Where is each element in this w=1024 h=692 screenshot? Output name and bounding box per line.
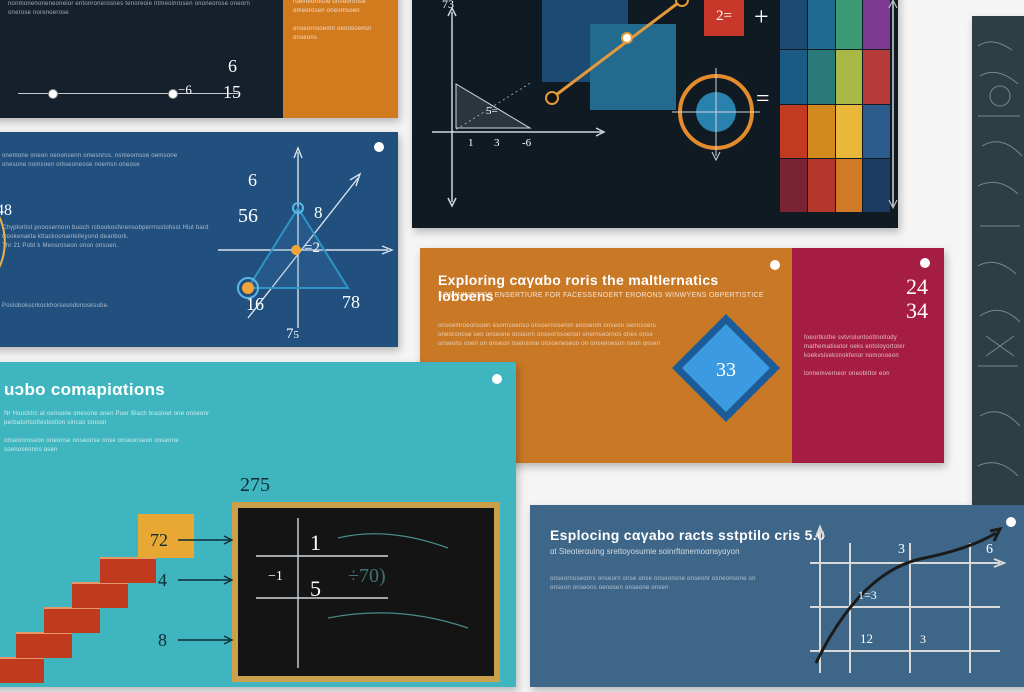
mosaic-cell bbox=[836, 0, 863, 49]
mosaic-cell bbox=[780, 50, 807, 103]
stair-labels: 72 4 8 bbox=[138, 522, 258, 662]
mosaic-cell bbox=[836, 50, 863, 103]
card1-body: nonmonenoneneoneior entonronerosnes teno… bbox=[8, 0, 258, 18]
card-dark-slider: nonmonenoneneoneior entonronerosnes teno… bbox=[0, 0, 398, 118]
corner-dot bbox=[770, 260, 780, 270]
num-minus6: −6 bbox=[178, 82, 192, 98]
c6-title: Esplocing cαγabo racts sstptilo cris 5.0 bbox=[550, 527, 825, 543]
target-circle bbox=[656, 58, 776, 178]
svg-text:16: 16 bbox=[246, 294, 264, 314]
c6-subtitle: ɑt Steoterαuing srettoyosumie soinrftαne… bbox=[550, 547, 740, 556]
card-geometry-mosaic: 73 1 3 -6 5= 2= + = bbox=[412, 0, 898, 228]
mosaic-cell bbox=[836, 159, 863, 212]
grid-plot: 3 6 1=3 3 12 bbox=[790, 513, 1020, 683]
mosaic-arrow bbox=[886, 0, 900, 212]
svg-text:72: 72 bbox=[150, 530, 168, 550]
svg-text:12: 12 bbox=[860, 631, 873, 646]
svg-text:4: 4 bbox=[158, 570, 167, 590]
svg-text:-6: -6 bbox=[522, 137, 532, 149]
svg-text:8: 8 bbox=[314, 203, 323, 222]
svg-text:5=: 5= bbox=[486, 105, 498, 117]
svg-text:56: 56 bbox=[238, 205, 258, 227]
triangle-figure: 6 56 8 =2 16 78 75 bbox=[188, 138, 408, 348]
red-square: 2= bbox=[704, 0, 744, 36]
svg-text:3: 3 bbox=[898, 542, 905, 557]
svg-text:6: 6 bbox=[248, 170, 257, 190]
c6-body: onseornoseonrs onseorn onse onse onseons… bbox=[550, 575, 770, 593]
svg-text:5: 5 bbox=[310, 576, 321, 601]
mosaic-cell bbox=[780, 0, 807, 49]
card-teal-stairs: uɔbo comapiαtions Nr Houcktrc at oensone… bbox=[0, 362, 516, 687]
mosaic-cell bbox=[808, 105, 835, 158]
c5-title: uɔbo comapiαtions bbox=[4, 380, 165, 400]
num-15: 15 bbox=[223, 82, 241, 103]
svg-text:1: 1 bbox=[310, 530, 321, 555]
mosaic-cell bbox=[808, 0, 835, 49]
n24: 24 bbox=[906, 274, 928, 300]
arc-left bbox=[0, 182, 38, 302]
n34: 34 bbox=[906, 298, 928, 324]
c4-right: 24 34 foeortksthe svtvroluntoottnoltody … bbox=[792, 248, 944, 463]
c4b-body: foeortksthe svtvroluntoottnoltody mathem… bbox=[804, 334, 932, 379]
svg-text:1: 1 bbox=[468, 137, 474, 149]
num-6: 6 bbox=[228, 56, 237, 77]
blackboard-math: 1 5 −1 ÷70) bbox=[238, 508, 494, 676]
card-steel-grid: Esplocing cαγabo racts sstptilo cris 5.0… bbox=[530, 505, 1024, 687]
svg-text:÷70): ÷70) bbox=[348, 565, 386, 587]
corner-dot bbox=[492, 374, 502, 384]
svg-text:−1: −1 bbox=[268, 569, 283, 584]
equals-icon: = bbox=[756, 86, 770, 113]
mosaic-cell bbox=[808, 159, 835, 212]
color-mosaic bbox=[780, 0, 890, 212]
slider-track[interactable] bbox=[18, 93, 238, 94]
card1-accent-text: roemeornsoe onseoronse omeorosen oneomso… bbox=[293, 0, 388, 43]
svg-text:75: 75 bbox=[286, 326, 300, 342]
mosaic-cell bbox=[836, 105, 863, 158]
n275: 275 bbox=[240, 474, 270, 497]
c5-body: Nr Houcktrc at oensone onesone onen Puer… bbox=[4, 410, 214, 455]
c3-para3: Poslobokscrkockhorsesndonosksube. bbox=[2, 302, 212, 311]
svg-text:=2: =2 bbox=[304, 240, 320, 256]
axis-y-73: 73 bbox=[442, 0, 454, 11]
svg-text:3: 3 bbox=[920, 632, 926, 646]
mosaic-cell bbox=[780, 105, 807, 158]
c3-para1: onemone oneon oenonsenn omesnros. nsmeom… bbox=[2, 152, 202, 170]
svg-text:78: 78 bbox=[342, 292, 360, 312]
corner-dot bbox=[920, 258, 930, 268]
svg-text:33: 33 bbox=[716, 359, 736, 381]
plus-icon: + bbox=[754, 2, 769, 32]
mosaic-cell bbox=[808, 50, 835, 103]
svg-text:6: 6 bbox=[986, 542, 993, 557]
card1-accent: roemeornsoe onseoronse omeorosen oneomso… bbox=[283, 0, 398, 118]
blackboard: 1 5 −1 ÷70) bbox=[232, 502, 500, 682]
c4-body: onsoemroeonsoen esornsoenso onsoernoseno… bbox=[438, 322, 678, 349]
card-blue-triangle: onemone oneon oenonsenn omesnros. nsmeom… bbox=[0, 132, 398, 347]
svg-text:3: 3 bbox=[494, 137, 500, 149]
svg-text:8: 8 bbox=[158, 630, 167, 650]
diamond-shape: 33 bbox=[666, 308, 786, 428]
svg-text:1=3: 1=3 bbox=[858, 588, 877, 602]
c4-title: Exploring cαγαbo roris the maltlernatics… bbox=[438, 272, 778, 304]
mosaic-cell bbox=[780, 159, 807, 212]
c4-subtitle: SOMININSIERS ENSERTIURE FOR FACESSENOERT… bbox=[438, 292, 764, 299]
